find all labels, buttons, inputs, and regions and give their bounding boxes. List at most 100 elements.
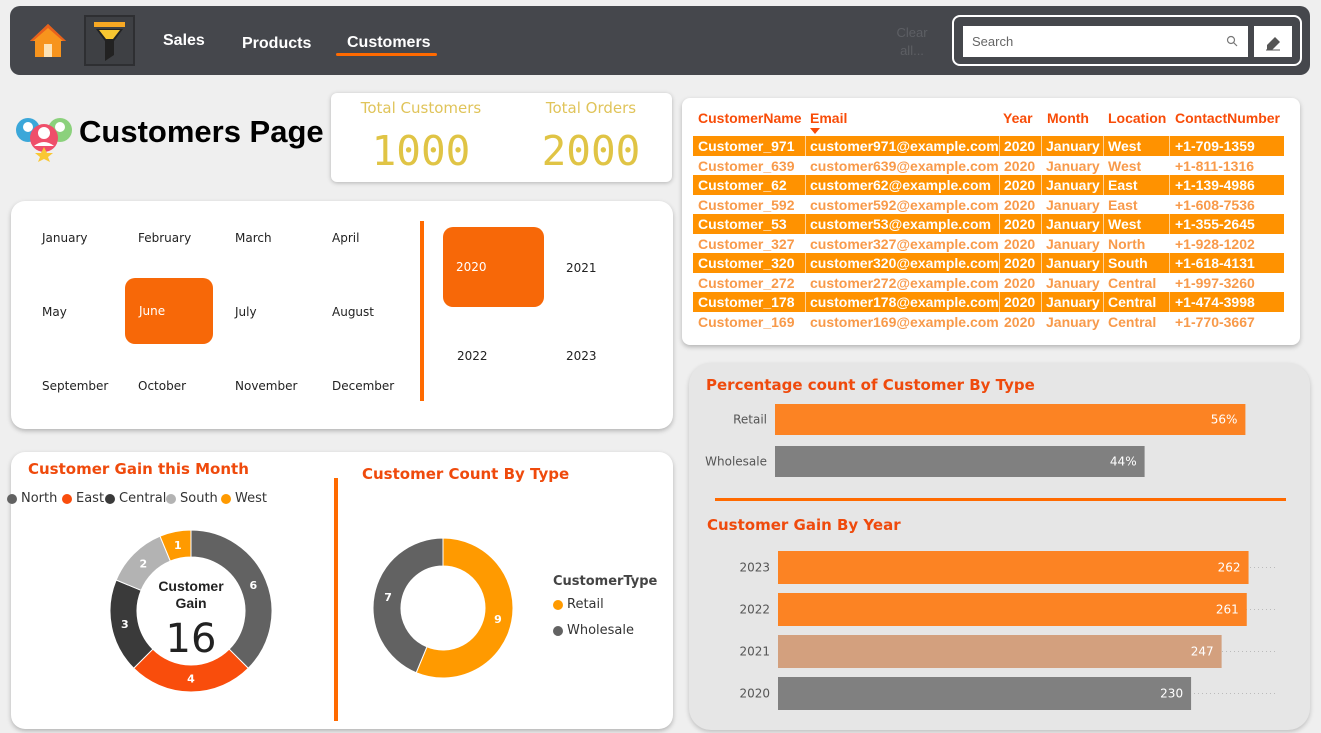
filter-button[interactable]: [84, 15, 135, 66]
table-cell-email: customer320@example.com: [810, 255, 999, 271]
table-cell-contactnumber: +1-770-3667: [1175, 313, 1255, 330]
table-cell-contactnumber: +1-355-2645: [1175, 216, 1255, 232]
table-row[interactable]: Customer_272 customer272@example.com 2020 J…: [693, 272, 1284, 292]
legend-wholesale[interactable]: Wholesale: [553, 623, 634, 638]
gain-month-title: Customer Gain this Month: [28, 460, 249, 478]
table-row[interactable]: Customer_169 customer169@example.com 2020 J…: [693, 311, 1284, 331]
table-cell-customername: Customer_53: [698, 216, 787, 232]
table-cell-month: January: [1046, 274, 1100, 291]
table-row[interactable]: Customer_639 customer639@example.com 2020 J…: [693, 155, 1284, 175]
column-header-month[interactable]: Month: [1047, 110, 1089, 126]
column-header-customername[interactable]: CustomerName: [698, 110, 802, 126]
table-row[interactable]: Customer_53 customer53@example.com 2020 Jan…: [693, 214, 1284, 234]
month-september[interactable]: September: [42, 379, 109, 393]
month-march[interactable]: March: [235, 231, 272, 245]
bar-data-label: 261: [1216, 603, 1239, 617]
legend-label: Central: [119, 491, 167, 506]
month-october[interactable]: October: [138, 379, 187, 393]
column-header-email[interactable]: Email: [810, 110, 848, 126]
bar-2021[interactable]: [778, 635, 1222, 668]
table-cell-customername: Customer_320: [698, 255, 795, 271]
tab-products[interactable]: Products: [242, 35, 312, 52]
month-december[interactable]: December: [332, 379, 395, 393]
month-november[interactable]: November: [235, 379, 298, 393]
legend-east[interactable]: East: [62, 491, 104, 506]
month-january[interactable]: January: [42, 231, 88, 245]
home-icon[interactable]: [28, 22, 68, 58]
bar-data-label: 44%: [1110, 455, 1137, 469]
table-row[interactable]: Customer_62 customer62@example.com 2020 Jan…: [693, 175, 1284, 195]
legend-north[interactable]: North: [7, 491, 57, 506]
cell-separator: [805, 292, 806, 312]
cell-separator: [1103, 175, 1104, 195]
table-cell-customername: Customer_272: [698, 274, 795, 291]
page-title: Customers Page: [79, 114, 324, 149]
legend-dot: [553, 625, 563, 636]
cell-separator: [1041, 136, 1042, 156]
bar-category-label: 2022: [739, 603, 770, 617]
year-2021[interactable]: 2021: [566, 261, 597, 275]
month-august[interactable]: August: [332, 305, 374, 319]
cell-separator: [1041, 214, 1042, 234]
tab-sales[interactable]: Sales: [163, 32, 205, 49]
bar-retail[interactable]: [775, 404, 1246, 435]
table-cell-contactnumber: +1-618-4131: [1175, 255, 1255, 271]
search-input[interactable]: Search: [963, 26, 1248, 57]
table-cell-year: 2020: [1004, 313, 1036, 330]
tab-customers[interactable]: Customers: [347, 34, 431, 51]
table-cell-contactnumber: +1-139-4986: [1175, 177, 1255, 193]
donut-slice-north[interactable]: [190, 530, 273, 669]
bar-wholesale[interactable]: [775, 446, 1145, 477]
legend-dot: [553, 599, 563, 610]
clear-search-button[interactable]: [1254, 26, 1292, 57]
year-2020[interactable]: 2020: [443, 227, 544, 307]
legend-label: North: [21, 491, 58, 506]
donut-center-value: 16: [165, 616, 217, 662]
table-cell-customername: Customer_178: [698, 294, 795, 310]
table-cell-location: Central: [1108, 294, 1157, 310]
table-row[interactable]: Customer_320 customer320@example.com 2020 J…: [693, 253, 1284, 273]
search-icon[interactable]: [1226, 35, 1238, 47]
donut-slice-retail[interactable]: [415, 537, 514, 679]
month-june[interactable]: June: [125, 278, 213, 344]
table-cell-month: January: [1046, 255, 1100, 271]
table-cell-location: North: [1108, 235, 1146, 252]
month-may[interactable]: May: [42, 305, 67, 319]
search-container: Search: [952, 15, 1302, 66]
table-row[interactable]: Customer_327 customer327@example.com 2020 J…: [693, 233, 1284, 253]
table-cell-location: South: [1108, 255, 1148, 271]
month-april[interactable]: April: [332, 231, 360, 245]
table-row[interactable]: Customer_971 customer971@example.com 2020 J…: [693, 136, 1284, 156]
cell-separator: [999, 292, 1000, 312]
column-header-location[interactable]: Location: [1108, 110, 1167, 126]
table-cell-month: January: [1046, 138, 1100, 154]
clear-all-button[interactable]: Clear all...: [896, 25, 928, 58]
bar-category-label: Retail: [733, 413, 767, 427]
year-2022[interactable]: 2022: [457, 349, 488, 363]
column-header-year[interactable]: Year: [1003, 110, 1033, 126]
bar-2020[interactable]: [778, 677, 1192, 710]
donut-data-label: 4: [187, 673, 195, 686]
bar-2022[interactable]: [778, 593, 1247, 626]
table-row[interactable]: Customer_178 customer178@example.com 2020 J…: [693, 292, 1284, 312]
legend-west[interactable]: West: [221, 491, 267, 506]
cell-separator: [805, 311, 806, 331]
table-cell-month: January: [1046, 177, 1100, 193]
bar-data-label: 262: [1218, 561, 1241, 575]
legend-central[interactable]: Central: [105, 491, 166, 506]
legend-south[interactable]: South: [166, 491, 218, 506]
year-2023[interactable]: 2023: [566, 349, 597, 363]
legend-retail[interactable]: Retail: [553, 597, 604, 612]
donut-slice-west[interactable]: [159, 530, 192, 562]
month-february[interactable]: February: [138, 231, 192, 245]
donut-slice-wholesale[interactable]: [372, 537, 444, 674]
month-july[interactable]: July: [235, 305, 257, 319]
gain-by-year-bar-chart: 2023 262 2022 261 2021 247 2020 230: [739, 551, 1278, 710]
date-slicer-card: January February March April May June Ju…: [11, 201, 673, 429]
bar-2023[interactable]: [778, 551, 1249, 584]
column-header-contactnumber[interactable]: ContactNumber: [1175, 110, 1281, 126]
cell-separator: [1103, 233, 1104, 253]
table-row[interactable]: Customer_592 customer592@example.com 2020 J…: [693, 194, 1284, 214]
table-cell-contactnumber: +1-997-3260: [1175, 274, 1255, 291]
cell-separator: [999, 253, 1000, 273]
